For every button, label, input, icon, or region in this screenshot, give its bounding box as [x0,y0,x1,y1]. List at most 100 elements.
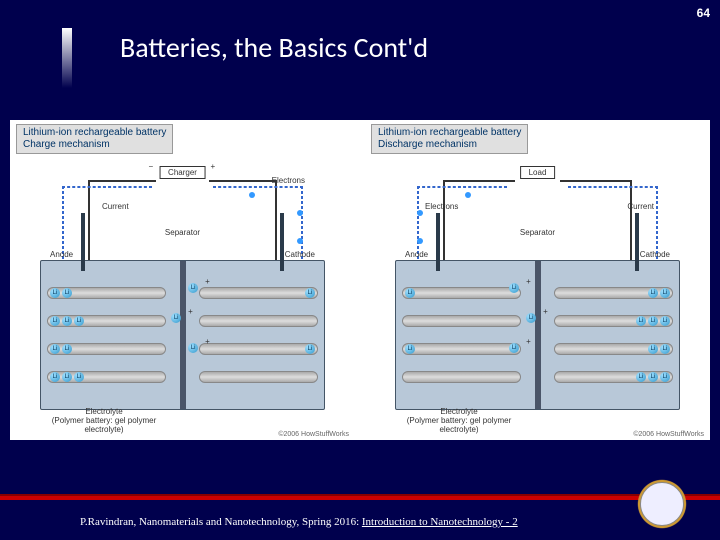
li-ion-icon: Li [660,288,670,298]
wire-right-v [275,180,277,268]
electron-path-left-h [417,186,507,188]
charger-minus: − [149,162,154,171]
anode-label-l: Anode [50,250,73,259]
footer-link[interactable]: Introduction to Nanotechnology - 2 [362,516,518,528]
charger-box: Charger [159,166,206,179]
li-ion-icon: Li [660,344,670,354]
li-ion-icon: Li [648,344,658,354]
wire-left-h-r [443,180,515,182]
wire-left-v [88,180,90,268]
charge-heading: Lithium-ion rechargeable battery Charge … [16,124,173,154]
separator-label-r: Separator [520,228,555,237]
separator-label-l: Separator [165,228,200,237]
cathode-layers-r: Li Li Li Li Li Li Li Li Li Li [554,279,673,391]
electron-dot [249,192,255,198]
wire-left-v-r [443,180,445,268]
anode-layer: Li Li Li [47,315,166,327]
electron-dot [465,192,471,198]
anode-layer: Li Li [47,287,166,299]
li-ion-icon: Li [636,372,646,382]
cathode-layer: Li Li Li [554,371,673,383]
li-ion-icon: Li [62,344,72,354]
li-ion-icon: Li [636,316,646,326]
ion-charge: + [526,337,531,346]
li-ion-icon: Li [74,316,84,326]
ion-charge: + [526,277,531,286]
cathode-label-l: Cathode [285,250,315,259]
cathode-label-r: Cathode [640,250,670,259]
battery-charge: Li Li Li Li Li Li Li Li Li Li [40,260,325,410]
li-ion-icon: Li [50,372,60,382]
current-label-r: Current [627,202,654,211]
current-path-left-h [62,186,152,188]
anode-layer: Li [402,343,521,355]
anode-label-r: Anode [405,250,428,259]
cathode-layer [199,315,318,327]
discharge-panel: Lithium-ion rechargeable battery Dischar… [365,120,710,440]
electron-dot [297,238,303,244]
anode-layer [402,315,521,327]
discharge-heading-l1: Lithium-ion rechargeable battery [378,127,521,138]
university-logo [634,476,690,532]
page-number: 64 [697,6,710,20]
diagram-container: Lithium-ion rechargeable battery Charge … [10,120,710,440]
anode-rod-r [436,213,440,271]
li-ion-icon: Li [62,372,72,382]
electrolyte-label-r: Electrolyte (Polymer battery: gel polyme… [399,407,519,434]
charge-panel: Lithium-ion rechargeable battery Charge … [10,120,355,440]
li-ion-icon: Li [305,344,315,354]
cathode-layer [199,371,318,383]
electron-path-right-h [213,186,303,188]
electrolyte-r-l2: (Polymer battery: gel polymer electrolyt… [407,416,511,434]
cathode-layer: Li Li [554,343,673,355]
li-ion-icon: Li [660,372,670,382]
electron-dot [297,210,303,216]
cathode-layer: Li Li [554,287,673,299]
current-label: Current [102,202,129,211]
battery-discharge: Li Li Li Li Li Li Li Li [395,260,680,410]
footer-red-band [0,494,720,500]
anode-layers: Li Li Li Li Li Li Li Li Li Li [47,279,166,391]
li-ion-icon: Li [405,344,415,354]
electrons-label: Electrons [272,176,305,185]
electrons-label-r: Electrons [425,202,458,211]
separator-charge [180,261,186,409]
anode-rod [81,213,85,271]
charge-heading-l2: Charge mechanism [23,139,110,150]
current-path-right-h [568,186,658,188]
anode-layers-r: Li Li [402,279,521,391]
li-ion-icon: Li [648,372,658,382]
ion-charge: + [543,307,548,316]
wire-left-h [88,180,156,182]
footer-author: P.Ravindran, [80,516,136,528]
cathode-rod-r [635,213,639,271]
wire-right-h-r [560,180,632,182]
cathode-layers: Li Li [199,279,318,391]
cathode-layer: Li [199,343,318,355]
li-ion-icon: Li [74,372,84,382]
load-box: Load [520,166,556,179]
li-ion-icon: Li [62,288,72,298]
li-ion-icon: Li [50,344,60,354]
electrolyte-r-l1: Electrolyte [440,407,477,416]
anode-layer: Li Li Li [47,371,166,383]
anode-layer: Li Li [47,343,166,355]
electrolyte-l2: (Polymer battery: gel polymer electrolyt… [52,416,156,434]
discharge-heading: Lithium-ion rechargeable battery Dischar… [371,124,528,154]
li-ion-icon: Li [62,316,72,326]
logo-inner-icon [640,482,684,526]
li-ion-moving: Li [188,283,198,293]
charger-plus: + [211,162,216,171]
cathode-layer: Li Li Li [554,315,673,327]
li-ion-icon: Li [305,288,315,298]
copyright-right: ©2006 HowStuffWorks [633,431,704,438]
electron-dot [417,238,423,244]
anode-layer [402,371,521,383]
separator-discharge [535,261,541,409]
li-ion-icon: Li [50,316,60,326]
li-ion-icon: Li [648,316,658,326]
li-ion-icon: Li [648,288,658,298]
ion-charge: + [188,307,193,316]
electrolyte-l1: Electrolyte [85,407,122,416]
ion-charge: + [205,277,210,286]
